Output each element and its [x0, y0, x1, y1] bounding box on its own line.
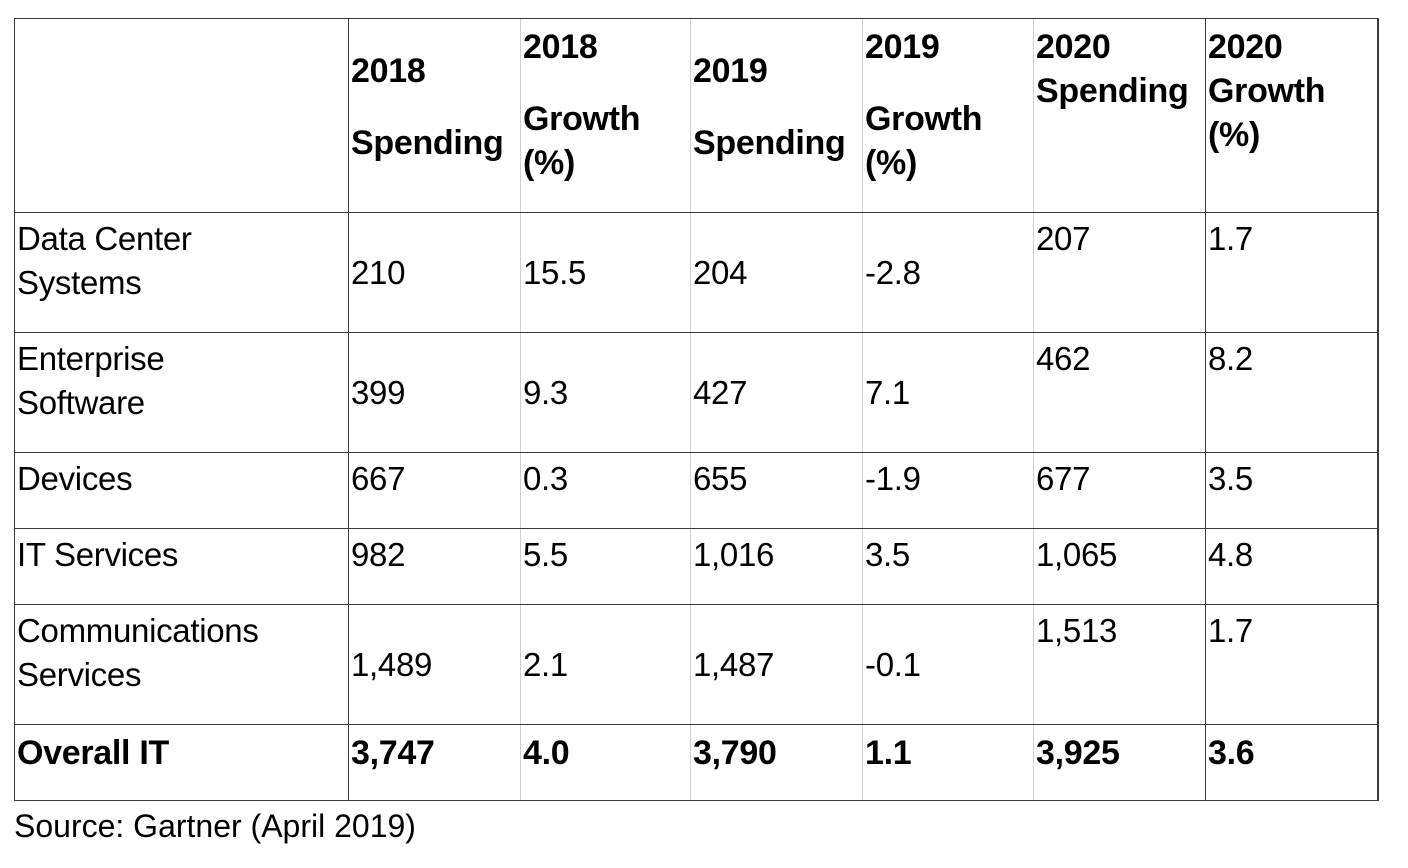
table-row: Enterprise Software 399 9.3 427 7.1 462 8…	[14, 332, 1379, 453]
cell-2019-spending: 655	[690, 452, 863, 529]
cell-2018-growth: 15.5	[520, 212, 691, 333]
header-text: 2020	[1036, 28, 1111, 66]
cell-2020-spending: 207	[1033, 212, 1206, 333]
cell-2018-growth: 0.3	[520, 452, 691, 529]
cell-2018-spending: 667	[348, 452, 521, 529]
row-label-text: Communications	[17, 612, 259, 649]
cell-2018-growth: 5.5	[520, 528, 691, 605]
row-label: Enterprise Software	[14, 332, 349, 453]
cell-2018-spending: 1,489	[348, 604, 521, 725]
header-text: (%)	[523, 144, 575, 182]
total-2018-growth: 4.0	[520, 724, 691, 801]
cell-2020-growth: 1.7	[1205, 604, 1379, 725]
row-label-text: Enterprise	[17, 340, 165, 377]
cell-2018-spending: 210	[348, 212, 521, 333]
cell-2018-growth: 9.3	[520, 332, 691, 453]
header-corner	[14, 18, 349, 213]
header-text: (%)	[865, 144, 917, 182]
row-label: Communications Services	[14, 604, 349, 725]
header-text: Growth	[1208, 72, 1326, 110]
row-label-text: Data Center	[17, 220, 192, 257]
header-2018-spending: 2018 Spending	[348, 18, 521, 213]
header-2018-growth: 2018 Growth (%)	[520, 18, 691, 213]
cell-2019-growth: 3.5	[862, 528, 1034, 605]
table-row: Devices 667 0.3 655 -1.9 677 3.5	[14, 452, 1379, 529]
cell-2020-growth: 1.7	[1205, 212, 1379, 333]
cell-2018-spending: 982	[348, 528, 521, 605]
header-2019-growth: 2019 Growth (%)	[862, 18, 1034, 213]
header-text: Spending	[693, 124, 846, 162]
total-2019-growth: 1.1	[862, 724, 1034, 801]
header-text: 2020	[1208, 28, 1283, 66]
total-2018-spending: 3,747	[348, 724, 521, 801]
cell-2019-growth: -2.8	[862, 212, 1034, 333]
total-row: Overall IT 3,747 4.0 3,790 1.1 3,925 3.6	[14, 724, 1379, 801]
cell-2020-spending: 1,065	[1033, 528, 1206, 605]
total-2020-spending: 3,925	[1033, 724, 1206, 801]
cell-2020-spending: 462	[1033, 332, 1206, 453]
source-caption: Source: Gartner (April 2019)	[14, 808, 416, 844]
header-2019-spending: 2019 Spending	[690, 18, 863, 213]
cell-2019-spending: 427	[690, 332, 863, 453]
row-label: Devices	[14, 452, 349, 529]
cell-2020-spending: 677	[1033, 452, 1206, 529]
table-row: IT Services 982 5.5 1,016 3.5 1,065 4.8	[14, 528, 1379, 605]
cell-2019-spending: 204	[690, 212, 863, 333]
cell-2018-growth: 2.1	[520, 604, 691, 725]
cell-2019-growth: -0.1	[862, 604, 1034, 725]
header-text: 2018	[523, 28, 598, 66]
header-row: 2018 Spending 2018 Growth (%) 2019 Spending …	[14, 18, 1379, 213]
cell-2019-spending: 1,016	[690, 528, 863, 605]
it-spending-table: 2018 Spending 2018 Growth (%) 2019 Spending …	[14, 18, 1379, 801]
total-2020-growth: 3.6	[1205, 724, 1379, 801]
total-2019-spending: 3,790	[690, 724, 863, 801]
cell-2020-growth: 3.5	[1205, 452, 1379, 529]
header-text: 2019	[865, 28, 940, 66]
row-label: IT Services	[14, 528, 349, 605]
cell-2019-growth: -1.9	[862, 452, 1034, 529]
cell-2018-spending: 399	[348, 332, 521, 453]
header-text: Spending	[1036, 72, 1189, 110]
row-label: Data Center Systems	[14, 212, 349, 333]
row-label-text: Software	[17, 384, 145, 421]
cell-2019-spending: 1,487	[690, 604, 863, 725]
header-text: 2018	[351, 52, 426, 90]
header-text: 2019	[693, 52, 768, 90]
total-label: Overall IT	[14, 724, 349, 801]
table-row: Data Center Systems 210 15.5 204 -2.8 207…	[14, 212, 1379, 333]
cell-2020-growth: 4.8	[1205, 528, 1379, 605]
cell-2019-growth: 7.1	[862, 332, 1034, 453]
table-row: Communications Services 1,489 2.1 1,487 -…	[14, 604, 1379, 725]
row-label-text: Systems	[17, 264, 142, 301]
row-label-text: Services	[17, 656, 142, 693]
header-text: Spending	[351, 124, 504, 162]
header-text: Growth	[865, 100, 983, 138]
cell-2020-growth: 8.2	[1205, 332, 1379, 453]
cell-2020-spending: 1,513	[1033, 604, 1206, 725]
header-2020-spending: 2020 Spending	[1033, 18, 1206, 213]
header-2020-growth: 2020 Growth (%)	[1205, 18, 1379, 213]
header-text: Growth	[523, 100, 641, 138]
header-text: (%)	[1208, 116, 1260, 154]
